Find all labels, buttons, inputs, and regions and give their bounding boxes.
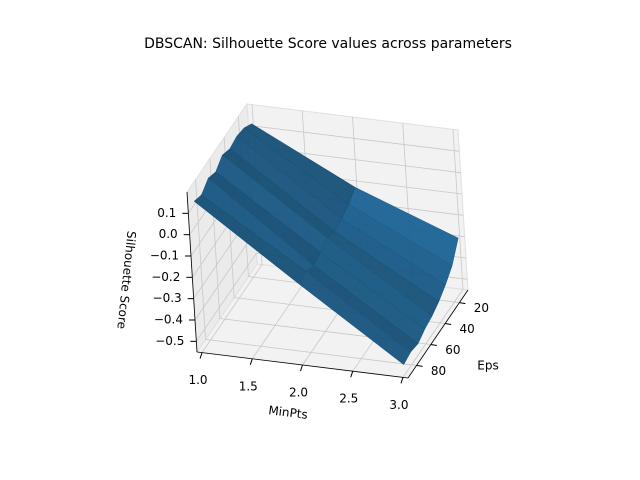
z-tick-label: −0.2 — [151, 270, 180, 284]
axis-line — [407, 289, 469, 379]
x-tick-label: 2.0 — [289, 386, 308, 400]
x-tick — [249, 358, 253, 365]
x-tick — [400, 377, 404, 384]
y-tick — [459, 302, 466, 305]
y-tick — [416, 364, 423, 367]
x-tick — [199, 352, 203, 359]
surface-patch — [193, 194, 307, 285]
z-tick-label: −0.3 — [153, 291, 182, 305]
x-tick — [300, 364, 303, 372]
y-tick — [430, 343, 437, 346]
z-tick-label: −0.1 — [150, 249, 179, 263]
grid-line — [402, 289, 464, 378]
y-tick-label: 40 — [460, 322, 475, 336]
z-tick-label: 0.0 — [159, 227, 178, 241]
x-tick-label: 3.0 — [389, 398, 408, 412]
y-tick-label: 80 — [431, 364, 446, 378]
y-tick — [445, 323, 452, 326]
axis-line — [186, 191, 198, 353]
z-axis-label: Silhouette Score — [114, 230, 138, 329]
z-tick-label: −0.5 — [155, 334, 184, 348]
x-tick-label: 2.5 — [339, 392, 358, 406]
x-tick-label: 1.0 — [188, 373, 207, 387]
y-tick-label: 20 — [474, 301, 489, 315]
x-tick-label: 1.5 — [239, 379, 258, 393]
grid-line — [195, 179, 206, 340]
z-tick-label: 0.1 — [157, 206, 176, 220]
y-tick-label: 60 — [445, 343, 460, 357]
x-tick — [350, 371, 354, 378]
chart-title: DBSCAN: Silhouette Score values across p… — [144, 36, 512, 52]
axis-line — [196, 351, 409, 379]
z-tick-label: −0.4 — [154, 313, 183, 327]
surface — [193, 123, 459, 365]
grid-line — [205, 339, 417, 366]
grid-line — [452, 129, 464, 290]
grid-line — [196, 253, 257, 342]
grid-line — [194, 231, 256, 321]
x-axis-label: MinPts — [268, 403, 309, 422]
grid-line — [248, 124, 460, 152]
grid-line — [201, 264, 263, 353]
y-axis-label: Eps — [477, 359, 498, 373]
